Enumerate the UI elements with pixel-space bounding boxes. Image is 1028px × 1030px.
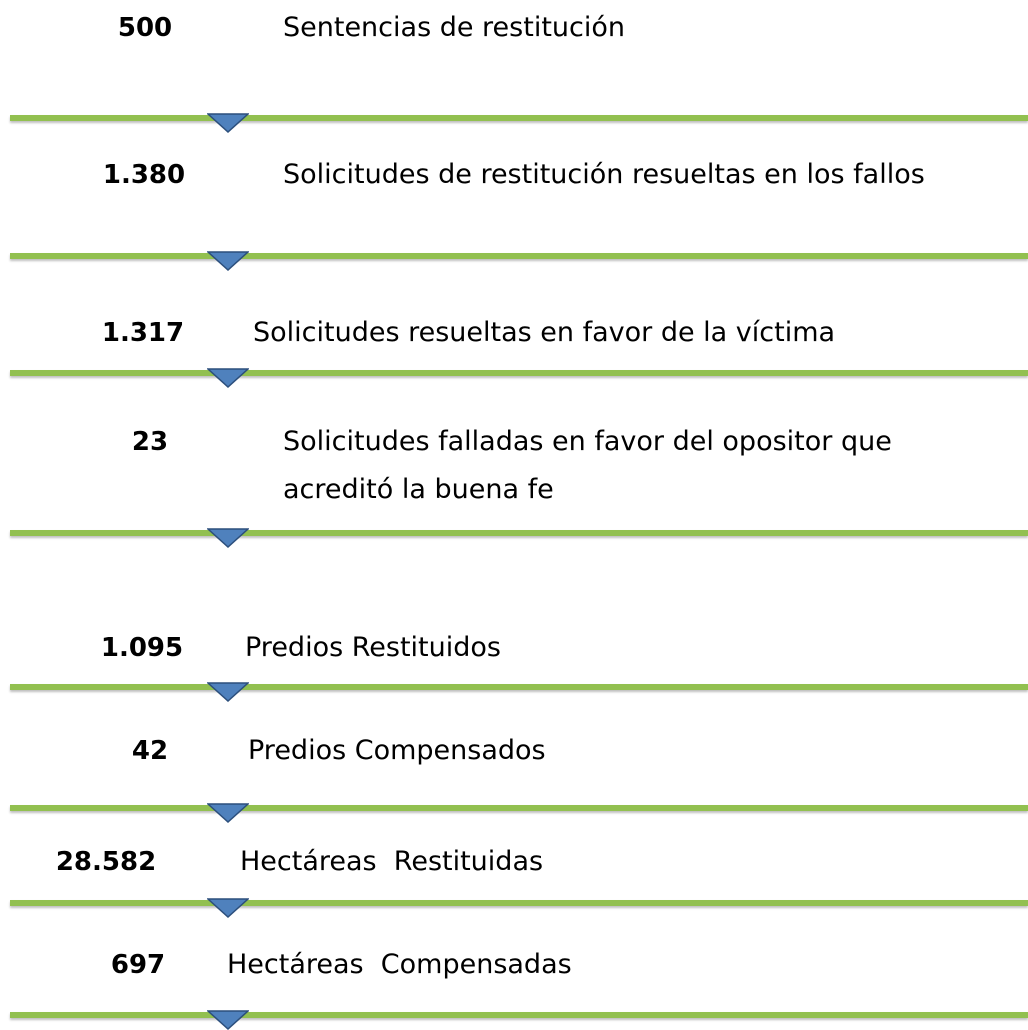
separator	[10, 805, 1028, 811]
arrow	[207, 803, 249, 823]
step-value: 42	[131, 736, 169, 766]
arrow	[207, 368, 249, 388]
arrow	[207, 898, 249, 918]
step-label: Predios Restituidos	[245, 632, 501, 663]
separator	[10, 1012, 1028, 1018]
step-value: 28.582	[55, 847, 157, 877]
separator	[10, 684, 1028, 690]
step-label: Solicitudes de restitución resueltas en …	[283, 159, 925, 190]
step-value: 1.317	[101, 318, 185, 348]
step-label: Sentencias de restitución	[283, 12, 625, 43]
arrow	[207, 528, 249, 548]
step-value: 1.095	[100, 633, 184, 663]
step-label: Hectáreas Compensadas	[227, 949, 572, 980]
arrow	[207, 1010, 249, 1030]
step-label: Predios Compensados	[248, 735, 546, 766]
separator	[10, 530, 1028, 536]
separator	[10, 253, 1028, 259]
arrow	[207, 682, 249, 702]
arrow	[207, 251, 249, 271]
arrow	[207, 113, 249, 133]
step-value: 23	[131, 427, 169, 457]
separator	[10, 370, 1028, 376]
separator	[10, 900, 1028, 906]
step-label: Hectáreas Restituidas	[240, 846, 544, 877]
step-value: 697	[110, 950, 166, 980]
step-label: Solicitudes resueltas en favor de la víc…	[253, 317, 836, 348]
step-value: 500	[117, 13, 173, 43]
step-value: 1.380	[102, 160, 186, 190]
step-label: Solicitudes falladas en favor del oposit…	[283, 426, 892, 505]
separator	[10, 115, 1028, 121]
